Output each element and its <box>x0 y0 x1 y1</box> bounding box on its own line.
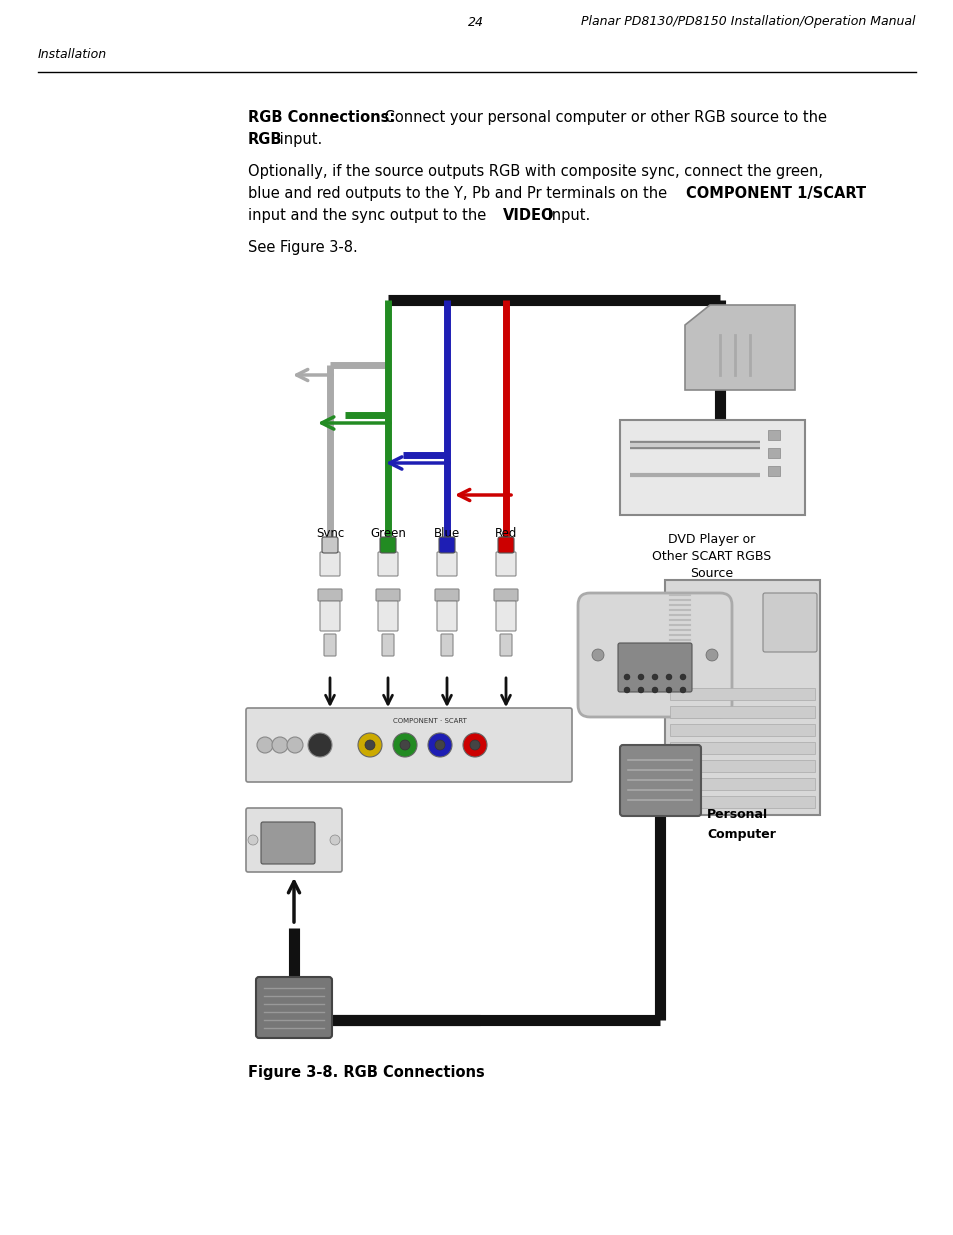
Circle shape <box>651 674 658 680</box>
Text: Personal: Personal <box>706 808 767 821</box>
Polygon shape <box>684 305 794 390</box>
FancyBboxPatch shape <box>619 745 700 816</box>
Bar <box>669 760 814 772</box>
FancyBboxPatch shape <box>317 589 341 601</box>
FancyBboxPatch shape <box>435 589 458 601</box>
Circle shape <box>470 740 479 750</box>
FancyBboxPatch shape <box>496 601 516 631</box>
Bar <box>669 688 814 700</box>
FancyBboxPatch shape <box>619 420 804 515</box>
Circle shape <box>592 650 603 661</box>
Text: Source: Source <box>690 567 733 580</box>
Bar <box>669 724 814 736</box>
FancyBboxPatch shape <box>255 977 332 1037</box>
Bar <box>767 430 780 440</box>
Circle shape <box>357 734 381 757</box>
Text: blue and red outputs to the Y, Pb and Pr terminals on the: blue and red outputs to the Y, Pb and Pr… <box>248 186 671 201</box>
Circle shape <box>435 740 444 750</box>
Text: Optionally, if the source outputs RGB with composite sync, connect the green,: Optionally, if the source outputs RGB wi… <box>248 164 822 179</box>
Text: Blue: Blue <box>434 527 459 540</box>
Text: Other SCART RGBS: Other SCART RGBS <box>652 550 771 563</box>
FancyBboxPatch shape <box>319 552 339 576</box>
Circle shape <box>272 737 288 753</box>
Text: Figure 3-8. RGB Connections: Figure 3-8. RGB Connections <box>248 1065 484 1079</box>
FancyBboxPatch shape <box>322 537 337 553</box>
Text: Connect your personal computer or other RGB source to the: Connect your personal computer or other … <box>379 110 826 125</box>
FancyBboxPatch shape <box>381 634 394 656</box>
FancyBboxPatch shape <box>375 589 399 601</box>
Text: input.: input. <box>274 132 322 147</box>
Circle shape <box>330 835 339 845</box>
Circle shape <box>256 737 273 753</box>
Polygon shape <box>666 645 714 664</box>
Circle shape <box>638 674 643 680</box>
FancyBboxPatch shape <box>319 601 339 631</box>
Bar <box>767 466 780 475</box>
FancyBboxPatch shape <box>618 643 691 692</box>
FancyBboxPatch shape <box>377 552 397 576</box>
FancyBboxPatch shape <box>436 552 456 576</box>
FancyBboxPatch shape <box>246 708 572 782</box>
FancyBboxPatch shape <box>377 601 397 631</box>
Text: DVD Player or: DVD Player or <box>668 534 755 546</box>
Circle shape <box>399 740 410 750</box>
Bar <box>767 448 780 458</box>
Text: Sync: Sync <box>315 527 344 540</box>
Circle shape <box>679 674 685 680</box>
FancyBboxPatch shape <box>664 580 820 815</box>
Text: COMPONENT 1/SCART: COMPONENT 1/SCART <box>685 186 865 201</box>
Circle shape <box>665 674 671 680</box>
FancyBboxPatch shape <box>494 589 517 601</box>
Circle shape <box>623 674 629 680</box>
Text: RGB: RGB <box>248 132 282 147</box>
Circle shape <box>393 734 416 757</box>
Text: 24: 24 <box>468 16 483 28</box>
Bar <box>669 706 814 718</box>
Text: RGB Connections:: RGB Connections: <box>248 110 395 125</box>
FancyBboxPatch shape <box>496 552 516 576</box>
Circle shape <box>428 734 452 757</box>
Circle shape <box>665 687 671 693</box>
Text: Installation: Installation <box>38 48 107 62</box>
FancyBboxPatch shape <box>436 601 456 631</box>
Circle shape <box>248 835 257 845</box>
FancyBboxPatch shape <box>324 634 335 656</box>
Text: VIDEO: VIDEO <box>502 207 554 224</box>
Circle shape <box>651 687 658 693</box>
FancyBboxPatch shape <box>261 823 314 864</box>
Text: Red: Red <box>495 527 517 540</box>
Circle shape <box>705 650 718 661</box>
FancyBboxPatch shape <box>438 537 455 553</box>
FancyBboxPatch shape <box>246 808 341 872</box>
Text: Green: Green <box>370 527 406 540</box>
Text: Computer: Computer <box>706 827 775 841</box>
Text: input and the sync output to the: input and the sync output to the <box>248 207 491 224</box>
Text: COMPONENT · SCART: COMPONENT · SCART <box>393 718 466 724</box>
FancyBboxPatch shape <box>499 634 512 656</box>
Bar <box>669 797 814 808</box>
FancyBboxPatch shape <box>440 634 453 656</box>
Text: Planar PD8130/PD8150 Installation/Operation Manual: Planar PD8130/PD8150 Installation/Operat… <box>581 16 915 28</box>
FancyBboxPatch shape <box>379 537 395 553</box>
Text: input.: input. <box>542 207 590 224</box>
Circle shape <box>308 734 332 757</box>
FancyBboxPatch shape <box>497 537 514 553</box>
Circle shape <box>365 740 375 750</box>
FancyBboxPatch shape <box>762 593 816 652</box>
Bar <box>669 778 814 790</box>
Circle shape <box>623 687 629 693</box>
Circle shape <box>679 687 685 693</box>
Bar <box>669 742 814 755</box>
Circle shape <box>287 737 303 753</box>
Text: See Figure 3-8.: See Figure 3-8. <box>248 240 357 254</box>
FancyBboxPatch shape <box>578 593 731 718</box>
Circle shape <box>462 734 486 757</box>
Circle shape <box>638 687 643 693</box>
